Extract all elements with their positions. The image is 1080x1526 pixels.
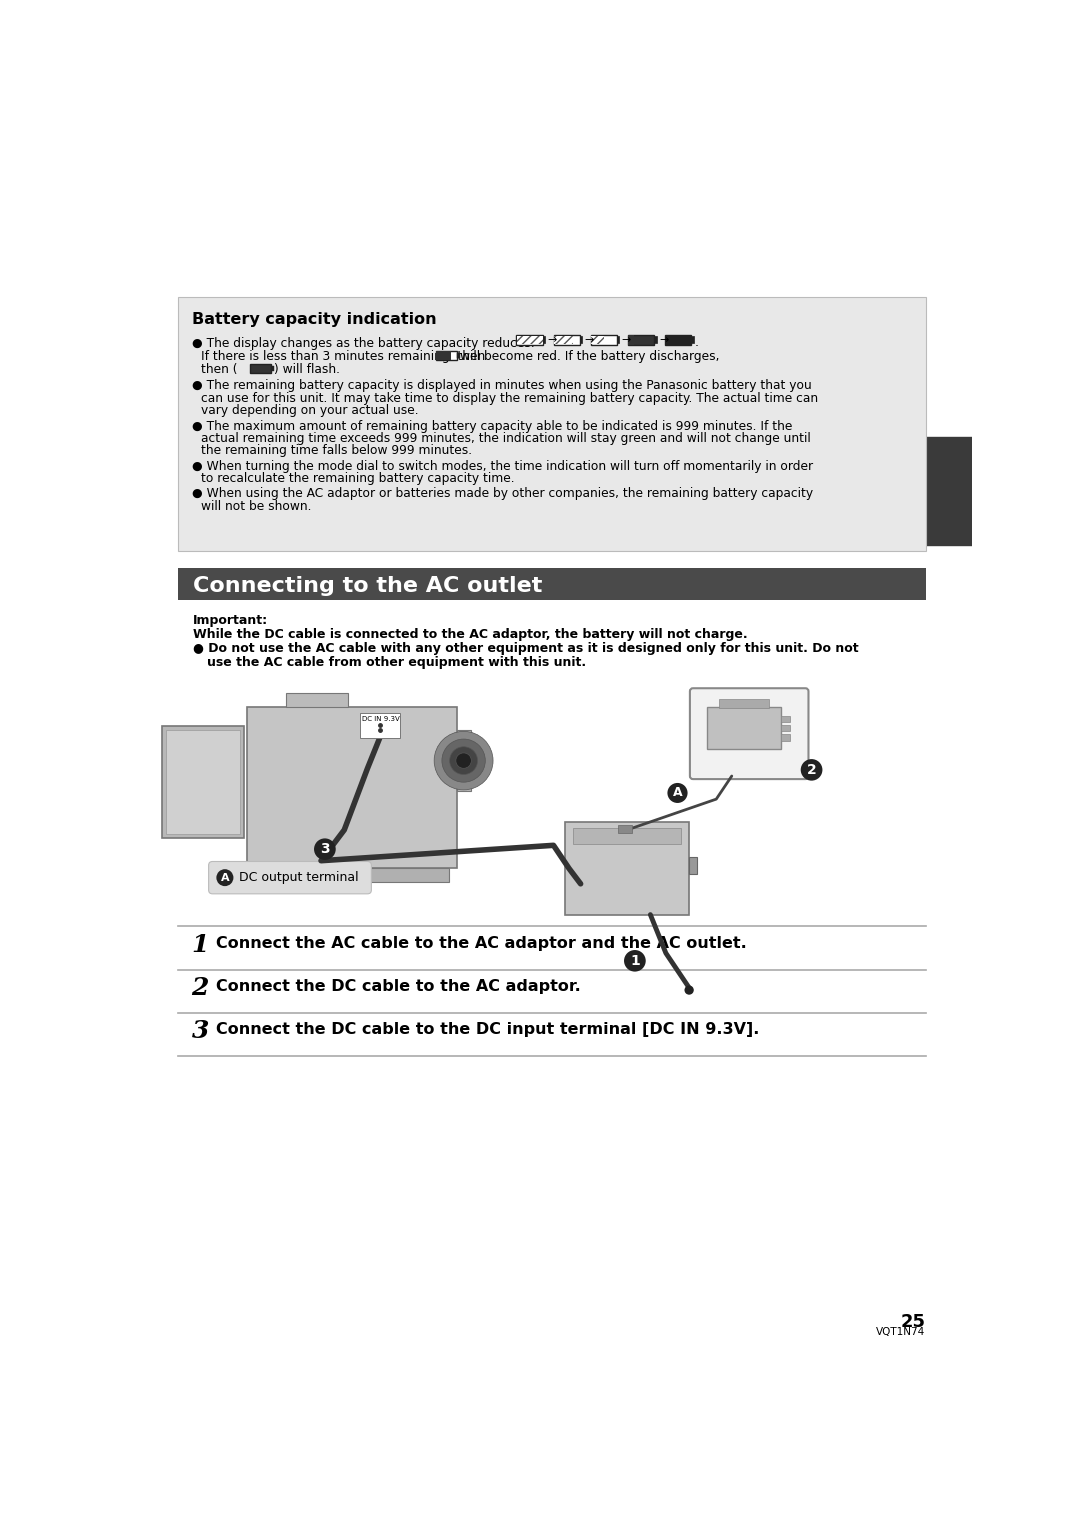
Text: Connect the AC cable to the AC adaptor and the AC outlet.: Connect the AC cable to the AC adaptor a… [216,935,747,951]
Text: ● The remaining battery capacity is displayed in minutes when using the Panasoni: ● The remaining battery capacity is disp… [191,380,811,392]
Text: will become red. If the battery discharges,: will become red. If the battery discharg… [460,349,720,363]
Bar [627,334,634,345]
Text: 3: 3 [191,1019,208,1044]
Text: Connect the DC cable to the AC adaptor.: Connect the DC cable to the AC adaptor. [216,980,581,995]
Text: →: → [584,336,594,345]
Text: to recalculate the remaining battery capacity time.: to recalculate the remaining battery cap… [201,472,514,485]
Text: DC output terminal: DC output terminal [239,871,359,885]
Bar [781,734,789,740]
Bar [627,334,654,345]
Text: If there is less than 3 minutes remaining, then: If there is less than 3 minutes remainin… [201,349,485,363]
Bar [249,365,271,374]
Circle shape [667,783,688,803]
Text: A: A [220,873,229,882]
Text: can use for this unit. It may take time to display the remaining battery capacit: can use for this unit. It may take time … [201,392,818,404]
Bar [166,729,240,833]
Circle shape [624,951,646,972]
Bar [458,354,460,359]
Bar [435,351,458,360]
Text: →: → [659,336,669,345]
Bar [691,336,693,342]
Text: then (: then ( [201,363,238,377]
Circle shape [456,752,471,768]
Text: ) will flash.: ) will flash. [274,363,340,377]
Bar [565,823,689,914]
Circle shape [442,739,485,783]
Bar [572,829,681,844]
Text: DC IN 9.3V: DC IN 9.3V [362,716,400,722]
Circle shape [685,986,693,995]
Text: ● Do not use the AC cable with any other equipment as it is designed only for th: ● Do not use the AC cable with any other… [193,642,859,655]
Circle shape [216,870,233,887]
Bar [591,334,617,345]
Circle shape [434,731,494,790]
Bar [435,351,451,360]
Bar [665,334,691,345]
Text: actual remaining time exceeds 999 minutes, the indication will stay green and wi: actual remaining time exceeds 999 minute… [201,432,811,446]
Text: .: . [694,336,699,348]
Text: Connect the DC cable to the DC input terminal [DC IN 9.3V].: Connect the DC cable to the DC input ter… [216,1022,759,1038]
Text: A: A [673,786,683,800]
Bar [580,336,582,342]
Text: →: → [622,336,631,345]
Text: 2: 2 [807,763,816,777]
Circle shape [800,758,823,781]
Text: 1: 1 [630,954,639,967]
Text: VQT1N74: VQT1N74 [876,1328,926,1337]
Bar [617,336,619,342]
Bar [554,334,580,345]
Text: the remaining time falls below 999 minutes.: the remaining time falls below 999 minut… [201,444,472,458]
Bar [618,826,632,833]
Text: Connecting to the AC outlet: Connecting to the AC outlet [193,575,542,595]
FancyBboxPatch shape [208,862,372,894]
Text: ● The maximum amount of remaining battery capacity able to be indicated is 999 m: ● The maximum amount of remaining batter… [191,420,792,432]
Bar [255,868,449,882]
Bar [162,726,243,838]
Bar [516,334,542,345]
Text: use the AC cable from other equipment with this unit.: use the AC cable from other equipment wi… [207,656,586,668]
Bar [654,336,657,342]
Bar [457,729,471,792]
Text: ● The display changes as the battery capacity reduces.: ● The display changes as the battery cap… [191,337,535,349]
Bar [781,725,789,731]
Circle shape [314,838,336,861]
Text: While the DC cable is connected to the AC adaptor, the battery will not charge.: While the DC cable is connected to the A… [193,629,747,641]
Bar [177,298,926,551]
Bar [271,366,273,371]
Bar [177,568,926,600]
Text: vary depending on your actual use.: vary depending on your actual use. [201,404,419,417]
Bar [689,858,697,874]
Text: →: → [548,336,556,345]
Bar [781,716,789,722]
Bar [554,336,572,343]
Bar [920,438,972,545]
Text: 1: 1 [191,932,208,957]
Bar [247,707,457,868]
Bar [592,336,604,343]
Bar [542,336,545,342]
Text: will not be shown.: will not be shown. [201,499,311,513]
Text: Important:: Important: [193,615,268,627]
Text: 2: 2 [191,977,208,1000]
Bar [517,336,542,343]
Text: ● When turning the mode dial to switch modes, the time indication will turn off : ● When turning the mode dial to switch m… [191,459,813,473]
Text: Battery capacity indication: Battery capacity indication [191,313,436,328]
Bar [360,713,400,737]
Bar [707,707,781,749]
Text: ● When using the AC adaptor or batteries made by other companies, the remaining : ● When using the AC adaptor or batteries… [191,487,813,501]
FancyBboxPatch shape [690,688,809,780]
Bar [286,693,348,707]
Text: 3: 3 [320,842,329,856]
Bar [718,699,769,708]
Circle shape [449,746,477,775]
Text: 25: 25 [901,1314,926,1332]
